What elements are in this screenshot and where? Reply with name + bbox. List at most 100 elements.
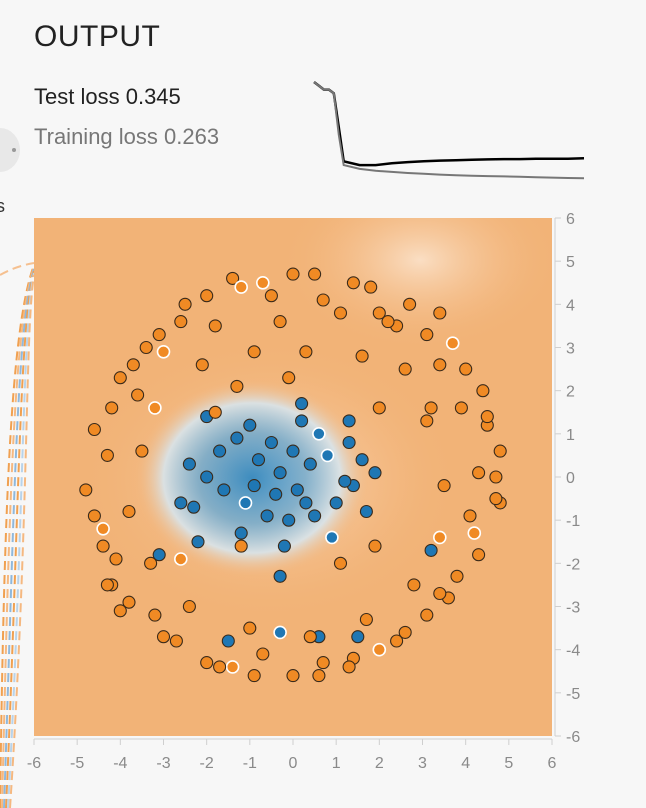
negative-point <box>403 297 417 311</box>
negative-point <box>113 604 127 618</box>
negative-point <box>433 586 447 601</box>
negative-point <box>79 483 93 497</box>
x-axis: -6 -5 -4 -3 -2 -1 0 1 2 3 4 5 6 <box>27 738 557 772</box>
negative-point <box>450 569 464 583</box>
y-tick-label: 1 <box>566 427 575 444</box>
y-tick-label: -4 <box>566 643 580 660</box>
loss-curve-chart <box>313 81 585 180</box>
positive-point <box>260 509 274 523</box>
negative-point <box>178 297 192 311</box>
collapse-handle-button[interactable] <box>0 128 20 172</box>
positive-point <box>152 548 166 562</box>
negative-point <box>489 470 503 484</box>
negative-point <box>234 280 248 294</box>
x-tick-label: -1 <box>243 755 257 772</box>
positive-point <box>295 414 309 428</box>
positive-point <box>290 483 304 497</box>
negative-point <box>420 328 434 342</box>
negative-point <box>195 358 209 372</box>
positive-point <box>213 444 227 458</box>
positive-point <box>221 634 235 648</box>
x-tick-label: 3 <box>418 755 427 772</box>
neighbor-connection-line <box>7 272 35 808</box>
positive-point <box>308 509 322 523</box>
dot-icon <box>12 148 16 152</box>
positive-point <box>359 504 373 519</box>
negative-point <box>247 345 261 359</box>
x-tick-label: -2 <box>200 755 214 772</box>
y-tick-label: -1 <box>566 513 580 530</box>
x-tick-label: 6 <box>548 755 557 772</box>
negative-point <box>437 479 451 493</box>
negative-point <box>156 630 171 644</box>
y-tick-label: 2 <box>566 384 575 401</box>
data-points <box>79 267 507 683</box>
positive-point <box>325 530 339 545</box>
negative-point <box>234 539 248 553</box>
negative-point <box>372 401 386 415</box>
decision-blue-region <box>134 378 370 578</box>
negative-point <box>174 552 188 566</box>
negative-point <box>182 599 196 614</box>
negative-point <box>174 315 188 329</box>
negative-point <box>316 656 330 670</box>
positive-point <box>200 470 214 484</box>
negative-point <box>493 444 507 458</box>
negative-point <box>472 466 486 480</box>
output-heading: OUTPUT <box>34 20 161 53</box>
negative-point <box>463 509 477 523</box>
positive-point <box>351 630 365 644</box>
negative-point <box>342 660 356 674</box>
negative-point <box>122 595 136 609</box>
training-loss-value: 0.263 <box>164 124 220 149</box>
positive-point <box>187 500 201 514</box>
negative-point <box>299 345 313 359</box>
negative-point <box>424 401 438 415</box>
negative-point <box>96 539 110 553</box>
negative-point <box>303 630 317 644</box>
positive-point <box>182 457 196 471</box>
negative-point <box>420 414 434 428</box>
negative-point <box>433 358 447 372</box>
positive-point <box>299 496 313 510</box>
positive-point <box>355 453 369 467</box>
negative-point <box>333 306 348 320</box>
negative-point <box>135 444 149 458</box>
positive-point <box>191 535 205 549</box>
decision-haze-top <box>280 218 552 350</box>
positive-point <box>230 431 244 445</box>
test-loss-line <box>313 81 585 167</box>
y-tick-label: 6 <box>566 211 575 228</box>
negative-point <box>476 384 490 398</box>
x-tick-label: 5 <box>504 755 513 772</box>
y-tick-label: 0 <box>566 470 575 487</box>
positive-point <box>264 435 278 450</box>
y-tick-label: 3 <box>566 341 575 358</box>
negative-point <box>372 306 386 320</box>
y-tick-label: -2 <box>566 556 580 573</box>
negative-point <box>372 642 387 657</box>
positive-point <box>282 513 296 527</box>
negative-point <box>87 422 101 437</box>
positive-point <box>217 483 231 497</box>
negative-point <box>100 448 114 462</box>
negative-point <box>286 669 300 683</box>
positive-point <box>269 487 283 501</box>
negative-point <box>200 289 214 303</box>
negative-point <box>445 336 460 351</box>
negative-point <box>433 306 447 320</box>
neighbor-connection-line <box>3 268 35 808</box>
positive-point <box>238 496 253 510</box>
neighbor-connection-line <box>9 274 35 808</box>
negative-point <box>113 371 127 385</box>
neighbor-connection-line <box>0 262 35 276</box>
positive-point <box>247 479 261 493</box>
negative-point <box>256 647 270 661</box>
negative-point <box>359 612 373 627</box>
negative-point <box>355 349 369 363</box>
negative-point <box>87 509 101 523</box>
neighbor-connection-line <box>0 264 35 808</box>
decision-surface <box>34 218 552 736</box>
negative-point <box>420 608 434 622</box>
